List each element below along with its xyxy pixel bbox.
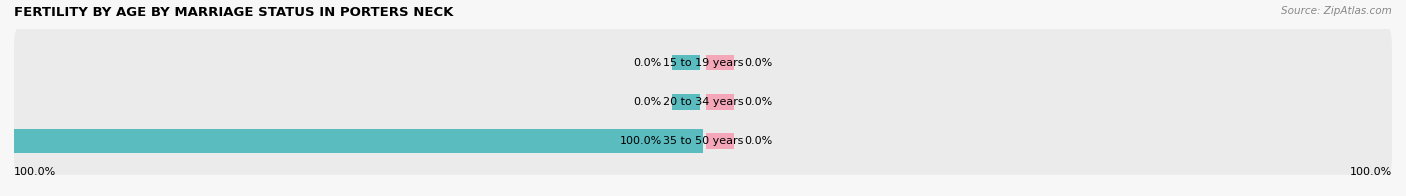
Text: 100.0%: 100.0%: [14, 167, 56, 177]
Text: 100.0%: 100.0%: [620, 136, 662, 146]
Text: 0.0%: 0.0%: [744, 97, 772, 107]
Text: 0.0%: 0.0%: [634, 97, 662, 107]
FancyBboxPatch shape: [14, 29, 1392, 96]
Bar: [706, 133, 734, 149]
Text: 15 to 19 years: 15 to 19 years: [662, 58, 744, 68]
FancyBboxPatch shape: [14, 68, 1392, 136]
Bar: [672, 133, 700, 149]
Bar: [672, 94, 700, 110]
Text: 100.0%: 100.0%: [1350, 167, 1392, 177]
Bar: [706, 55, 734, 71]
Text: 20 to 34 years: 20 to 34 years: [662, 97, 744, 107]
Text: 0.0%: 0.0%: [744, 58, 772, 68]
Text: 0.0%: 0.0%: [744, 136, 772, 146]
Bar: [14, 129, 703, 153]
Text: FERTILITY BY AGE BY MARRIAGE STATUS IN PORTERS NECK: FERTILITY BY AGE BY MARRIAGE STATUS IN P…: [14, 6, 453, 19]
Bar: [672, 55, 700, 71]
Text: 35 to 50 years: 35 to 50 years: [662, 136, 744, 146]
Bar: [706, 94, 734, 110]
Text: 0.0%: 0.0%: [634, 58, 662, 68]
FancyBboxPatch shape: [14, 107, 1392, 175]
Text: Source: ZipAtlas.com: Source: ZipAtlas.com: [1281, 6, 1392, 16]
